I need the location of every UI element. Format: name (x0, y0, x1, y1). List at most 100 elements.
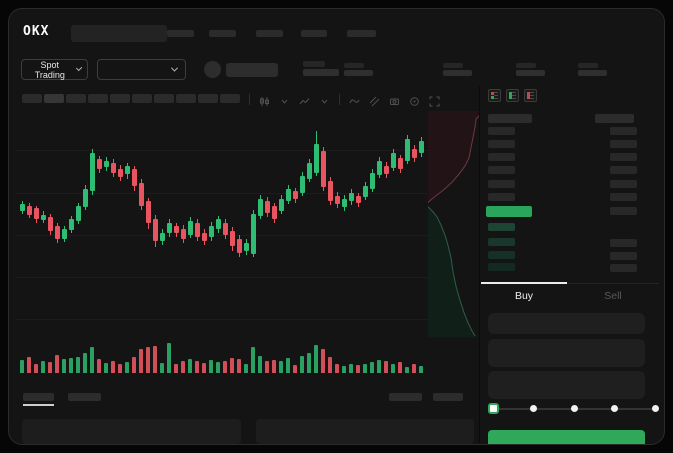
volume-bar (153, 346, 157, 373)
candle-body (342, 199, 347, 207)
pair-selector-dropdown[interactable] (97, 59, 186, 80)
candle-body (34, 208, 39, 219)
slider-stop[interactable] (651, 405, 659, 412)
order-input-field[interactable] (488, 339, 645, 367)
candle-body (279, 199, 284, 211)
candle-body (146, 201, 151, 223)
timeframe-button-skeleton[interactable] (154, 94, 174, 103)
ask-amount-skeleton (610, 180, 637, 188)
timeframe-button-skeleton[interactable] (132, 94, 152, 103)
candle-body (132, 169, 137, 186)
chart-gridline (16, 193, 428, 194)
order-input-field[interactable] (488, 313, 645, 334)
candle-body (335, 196, 340, 204)
volume-bar (286, 358, 290, 373)
candle-body (209, 226, 214, 237)
indicators-wave-icon[interactable] (349, 94, 360, 105)
volume-bar (391, 364, 395, 373)
orderbook-mode-combined-book-icon[interactable] (488, 89, 501, 102)
trading-app: OKX Spot Trading Buy Sell (8, 8, 665, 445)
nav-item-skeleton[interactable] (256, 30, 283, 37)
volume-bar (83, 353, 87, 373)
candle-body (258, 199, 263, 216)
okx-logo[interactable]: OKX (23, 24, 50, 39)
candle-body (377, 161, 382, 175)
candlestick-chart[interactable] (16, 111, 428, 337)
chart-gridline (16, 277, 428, 278)
nav-item-skeleton[interactable] (209, 30, 236, 37)
volume-bar (335, 364, 339, 373)
nav-item-skeleton[interactable] (301, 30, 327, 37)
volume-bar (209, 360, 213, 373)
ask-amount-skeleton (610, 140, 637, 148)
slider-stop[interactable] (570, 405, 578, 412)
candle-body (314, 144, 319, 173)
ask-price-skeleton (488, 153, 515, 161)
stat-label-skeleton (344, 63, 364, 68)
tab-divider (481, 283, 659, 284)
timeframe-button-skeleton[interactable] (110, 94, 130, 103)
draw-hatch-icon[interactable] (369, 94, 380, 107)
volume-bar (279, 361, 283, 373)
slider-handle[interactable] (487, 403, 499, 414)
stat-label-skeleton (516, 63, 536, 68)
interval-chevron-icon[interactable] (279, 94, 290, 105)
bottom-tab-skeleton[interactable] (68, 393, 101, 401)
nav-item-skeleton[interactable] (347, 30, 376, 37)
timeframe-button-skeleton[interactable] (44, 94, 64, 103)
ask-price-skeleton (488, 140, 515, 148)
volume-bar (125, 362, 129, 373)
timeframe-button-skeleton[interactable] (66, 94, 86, 103)
fullscreen-icon[interactable] (429, 94, 440, 107)
market-type-dropdown[interactable]: Spot Trading (21, 59, 88, 80)
bottom-tab-skeleton[interactable] (23, 393, 54, 401)
bid-amount-skeleton (610, 264, 637, 272)
bottom-panel-skeleton (22, 419, 241, 444)
orderbook-mode-asks-only-icon[interactable] (524, 89, 537, 102)
candle-body (244, 243, 249, 251)
timeframe-button-skeleton[interactable] (198, 94, 218, 103)
bottom-action-skeleton[interactable] (433, 393, 463, 401)
chart-style-icon[interactable] (299, 94, 310, 105)
volume-bar (412, 364, 416, 373)
order-input-field[interactable] (488, 371, 645, 399)
slider-stop[interactable] (611, 405, 618, 412)
settings-target-icon[interactable] (409, 94, 420, 106)
buy-submit-button[interactable] (488, 430, 645, 444)
orderbook-mode-bids-only-icon[interactable] (506, 89, 519, 102)
candle-body (293, 191, 298, 199)
search-input[interactable] (71, 25, 167, 42)
nav-item-skeleton[interactable] (167, 30, 194, 37)
candle-body (167, 223, 172, 233)
last-price-badge[interactable] (486, 206, 532, 217)
ask-amount-skeleton (610, 193, 637, 201)
chevron-down-icon (75, 64, 83, 72)
tab-sell[interactable]: Sell (604, 290, 622, 302)
volume-bar (272, 360, 276, 373)
camera-icon[interactable] (389, 94, 400, 105)
candle-body (153, 219, 158, 241)
candle-body (328, 181, 333, 201)
tab-buy[interactable]: Buy (514, 290, 534, 302)
volume-bar (405, 367, 409, 373)
volume-bar (104, 363, 108, 373)
volume-bar (111, 361, 115, 373)
bid-price-skeleton (488, 238, 515, 246)
ob-header-price (488, 114, 532, 123)
candle-body (391, 153, 396, 168)
timeframe-button-skeleton[interactable] (176, 94, 196, 103)
candle-type-icon[interactable] (259, 94, 270, 106)
style-chevron-icon[interactable] (319, 94, 330, 105)
timeframe-button-skeleton[interactable] (88, 94, 108, 103)
volume-bar (41, 361, 45, 373)
candle-body (76, 206, 81, 221)
timeframe-button-skeleton[interactable] (22, 94, 42, 103)
volume-bar (20, 360, 24, 373)
candle-body (69, 219, 74, 230)
candle-body (195, 223, 200, 237)
chart-gridline (16, 235, 428, 236)
bottom-action-skeleton[interactable] (389, 393, 422, 401)
market-type-label: Spot Trading (34, 59, 65, 80)
timeframe-button-skeleton[interactable] (220, 94, 240, 103)
slider-stop[interactable] (530, 405, 537, 412)
